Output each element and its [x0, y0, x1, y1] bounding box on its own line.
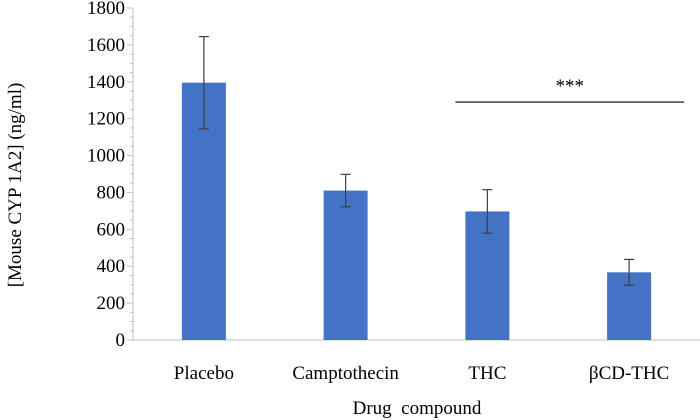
x-tick-label: Camptothecin	[292, 363, 399, 384]
y-tick-label: 1000	[87, 146, 125, 167]
y-tick-label: 800	[97, 182, 126, 203]
x-tick-label: βCD-THC	[589, 363, 669, 384]
y-tick-label: 1200	[87, 109, 125, 130]
y-axis-label: [Mouse CYP 1A2] (ng/ml)	[5, 83, 26, 288]
axes: 0 200 400 600 800 1000 1200 1400 1600 1800 Placebo…	[87, 0, 700, 384]
y-tick-label: 600	[97, 219, 126, 240]
y-tick-label: 200	[97, 293, 126, 314]
y-tick-label: 1400	[87, 72, 125, 93]
x-tick-label: Placebo	[174, 363, 234, 384]
x-tick-label: THC	[468, 363, 506, 384]
y-tick-label: 1600	[87, 35, 125, 56]
y-tick-label: 400	[97, 256, 126, 277]
significance-label: ***	[556, 76, 585, 97]
y-tick-label: 1800	[87, 0, 125, 19]
bars	[181, 82, 652, 340]
significance-annotation: ***	[455, 76, 685, 103]
error-bars	[198, 35, 635, 286]
y-tick-label: 0	[116, 330, 126, 351]
bar	[323, 190, 368, 340]
x-axis-label: Drug compound	[353, 398, 482, 419]
